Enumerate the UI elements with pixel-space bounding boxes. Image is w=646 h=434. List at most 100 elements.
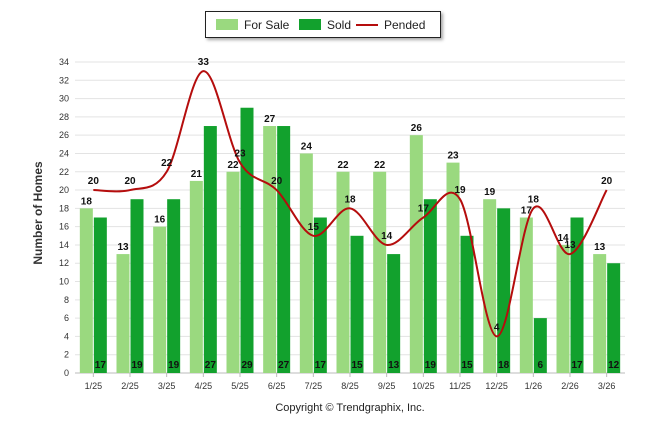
legend-label-pended: Pended	[384, 18, 426, 32]
legend-swatch-for-sale	[216, 19, 238, 30]
y-tick-label: 12	[59, 258, 69, 268]
y-tick-label: 8	[64, 295, 69, 305]
bar-sold[interactable]	[93, 217, 107, 374]
bar-for-sale[interactable]	[336, 171, 350, 373]
x-tick-label: 1/26	[525, 381, 543, 391]
bar-for-sale[interactable]	[556, 244, 570, 373]
x-tick-label: 9/25	[378, 381, 396, 391]
data-label-pended: 33	[198, 57, 210, 68]
bar-sold[interactable]	[533, 318, 547, 373]
legend-label-sold: Sold	[327, 18, 352, 32]
data-label-for-sale: 27	[264, 114, 276, 125]
x-tick-label: 1/25	[85, 381, 103, 391]
data-label-for-sale: 24	[301, 141, 313, 152]
line-pended[interactable]	[93, 70, 608, 338]
bar-sold[interactable]	[460, 235, 474, 373]
bar-sold[interactable]	[350, 235, 364, 373]
bar-for-sale[interactable]	[519, 217, 533, 374]
data-label-for-sale: 17	[521, 206, 533, 217]
x-tick-label: 6/25	[268, 381, 286, 391]
data-label-for-sale: 26	[411, 123, 423, 134]
data-label-sold: 19	[131, 360, 143, 371]
data-label-pended: 18	[528, 194, 540, 205]
y-tick-label: 2	[64, 350, 69, 360]
x-tick-label: 8/25	[341, 381, 359, 391]
x-tick-label: 3/26	[598, 381, 616, 391]
legend-item-pended[interactable]: Pended	[356, 18, 425, 32]
data-label-for-sale: 21	[191, 169, 203, 180]
data-label-for-sale: 19	[484, 187, 496, 198]
data-label-sold: 15	[351, 360, 363, 371]
data-label-pended: 15	[308, 222, 320, 233]
x-tick-label: 12/25	[485, 381, 508, 391]
data-label-for-sale: 14	[557, 233, 569, 244]
data-label-sold: 27	[205, 360, 217, 371]
bar-sold[interactable]	[313, 217, 327, 374]
x-tick-label: 11/25	[449, 381, 471, 391]
y-tick-label: 22	[59, 167, 69, 177]
bar-for-sale[interactable]	[373, 171, 387, 373]
bar-for-sale[interactable]	[299, 153, 313, 373]
y-tick-label: 4	[64, 331, 69, 341]
pended-line	[93, 70, 608, 338]
bar-for-sale[interactable]	[189, 180, 203, 373]
data-label-sold: 19	[425, 360, 437, 371]
data-label-for-sale: 22	[227, 160, 239, 171]
bar-sold[interactable]	[387, 254, 401, 373]
bar-for-sale[interactable]	[409, 135, 423, 373]
y-tick-label: 0	[64, 368, 69, 378]
x-tick-label: 4/25	[195, 381, 213, 391]
bar-sold[interactable]	[607, 263, 621, 373]
data-label-pended: 20	[271, 176, 283, 187]
data-label-pended: 13	[564, 240, 576, 251]
data-label-pended: 14	[381, 231, 393, 242]
data-label-sold: 13	[388, 360, 400, 371]
bar-sold[interactable]	[277, 126, 291, 373]
legend-swatch-sold	[299, 19, 321, 30]
bar-for-sale[interactable]	[226, 171, 240, 373]
legend: For Sale Sold Pended	[205, 11, 441, 38]
bar-sold[interactable]	[167, 199, 181, 373]
data-label-pended: 23	[234, 149, 246, 160]
bar-sold[interactable]	[497, 208, 511, 373]
bar-sold[interactable]	[130, 199, 144, 373]
legend-item-sold[interactable]: Sold	[299, 18, 351, 32]
bar-for-sale[interactable]	[116, 254, 130, 373]
x-tick-label: 2/25	[121, 381, 139, 391]
legend-item-for-sale[interactable]: For Sale	[216, 18, 289, 32]
y-tick-label: 26	[59, 130, 69, 140]
bar-sold[interactable]	[570, 217, 584, 374]
bar-for-sale[interactable]	[263, 126, 277, 373]
bar-for-sale[interactable]	[79, 208, 93, 373]
x-tick-label: 2/26	[561, 381, 579, 391]
bar-for-sale[interactable]	[483, 199, 497, 373]
y-tick-label: 18	[59, 203, 69, 213]
data-label-pended: 20	[88, 176, 100, 187]
bar-for-sale[interactable]	[593, 254, 607, 373]
y-tick-label: 24	[59, 148, 69, 158]
data-label-sold: 29	[241, 360, 253, 371]
x-axis-ticks: 1/25 2/25 3/25 4/25 5/25 6/25 7/25 8/25 9/25 10/2…	[85, 373, 616, 391]
data-label-for-sale: 18	[81, 196, 93, 207]
bar-sold[interactable]	[240, 107, 254, 373]
legend-label-for-sale: For Sale	[244, 18, 290, 32]
data-label-sold: 12	[608, 360, 620, 371]
data-label-for-sale: 22	[337, 160, 349, 171]
bar-for-sale[interactable]	[446, 162, 460, 373]
y-tick-label: 32	[59, 75, 69, 85]
data-label-pended: 22	[161, 158, 173, 169]
bar-for-sale[interactable]	[153, 226, 167, 373]
data-label-sold: 17	[571, 360, 583, 371]
x-tick-label: 10/25	[412, 381, 435, 391]
data-label-sold: 17	[315, 360, 327, 371]
data-label-for-sale: 22	[374, 160, 386, 171]
y-tick-label: 34	[59, 57, 69, 67]
copyright-footer: Copyright © Trendgraphix, Inc.	[275, 402, 425, 414]
data-label-pended: 20	[124, 176, 136, 187]
x-tick-label: 7/25	[305, 381, 323, 391]
data-label-pended: 20	[601, 176, 613, 187]
bar-sold[interactable]	[203, 126, 217, 373]
bar-sold[interactable]	[423, 199, 437, 373]
